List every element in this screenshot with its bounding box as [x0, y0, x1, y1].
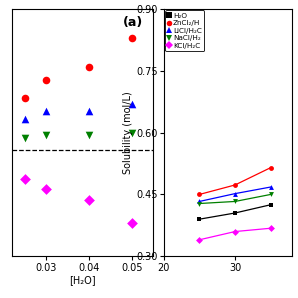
Point — [44, 78, 49, 83]
Point — [44, 109, 49, 114]
X-axis label: [H₂O]: [H₂O] — [69, 275, 96, 285]
Point — [22, 177, 27, 181]
Point — [86, 198, 91, 203]
Point — [129, 35, 134, 40]
Point — [129, 101, 134, 106]
Point — [129, 130, 134, 135]
Point — [86, 109, 91, 114]
Point — [22, 95, 27, 100]
Point — [86, 132, 91, 137]
Point — [22, 136, 27, 141]
Legend: H₂O, ZnCl₂/H, LiCl/H₂C, NaCl/H₂, KCl/H₂C: H₂O, ZnCl₂/H, LiCl/H₂C, NaCl/H₂, KCl/H₂C — [165, 10, 204, 52]
Point — [22, 117, 27, 122]
Point — [129, 221, 134, 226]
Text: (a): (a) — [123, 16, 143, 30]
Point — [44, 132, 49, 137]
Y-axis label: Solubility (mol/L): Solubility (mol/L) — [123, 91, 133, 174]
Point — [86, 65, 91, 69]
Point — [44, 186, 49, 191]
